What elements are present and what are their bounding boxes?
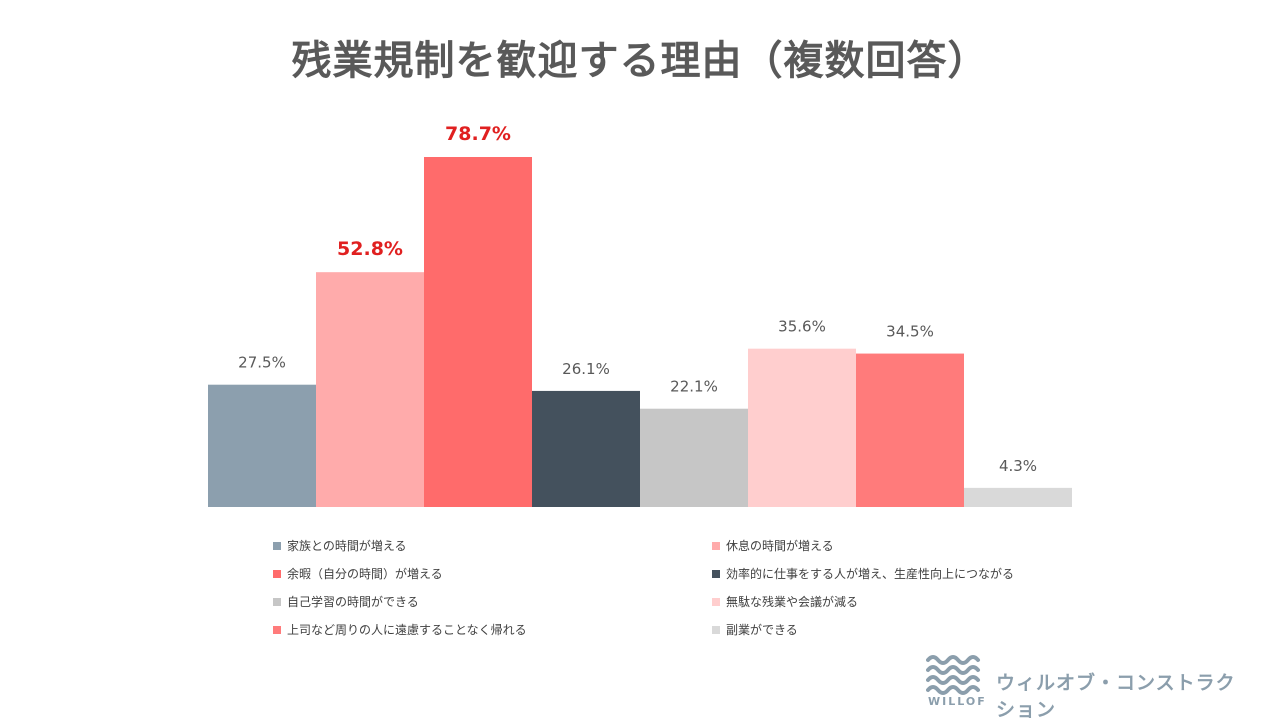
bar-4	[532, 390, 640, 507]
bar-2	[316, 272, 424, 507]
logo-wordmark: WILLOF	[928, 695, 987, 708]
bar-7	[856, 353, 964, 507]
data-label-7: 34.5%	[886, 323, 934, 341]
bar-8	[964, 487, 1072, 507]
bar-6	[748, 348, 856, 507]
chart-title: 残業規制を歓迎する理由（複数回答）	[291, 38, 989, 84]
data-label-2: 52.8%	[337, 238, 403, 260]
bar-5	[640, 408, 748, 507]
company-name: ウィルオブ・コンストラクション	[996, 672, 1236, 721]
company-logo: WILLOF ウィルオブ・コンストラクション	[926, 654, 1246, 721]
bar-3	[424, 157, 532, 507]
data-label-5: 22.1%	[670, 378, 718, 396]
data-label-4: 26.1%	[562, 360, 610, 378]
data-label-8: 4.3%	[999, 457, 1037, 475]
data-label-6: 35.6%	[778, 318, 826, 336]
wave-logo-icon	[926, 655, 980, 695]
data-label-3: 78.7%	[445, 123, 511, 145]
bar-1	[208, 384, 316, 507]
data-label-1: 27.5%	[238, 354, 286, 372]
